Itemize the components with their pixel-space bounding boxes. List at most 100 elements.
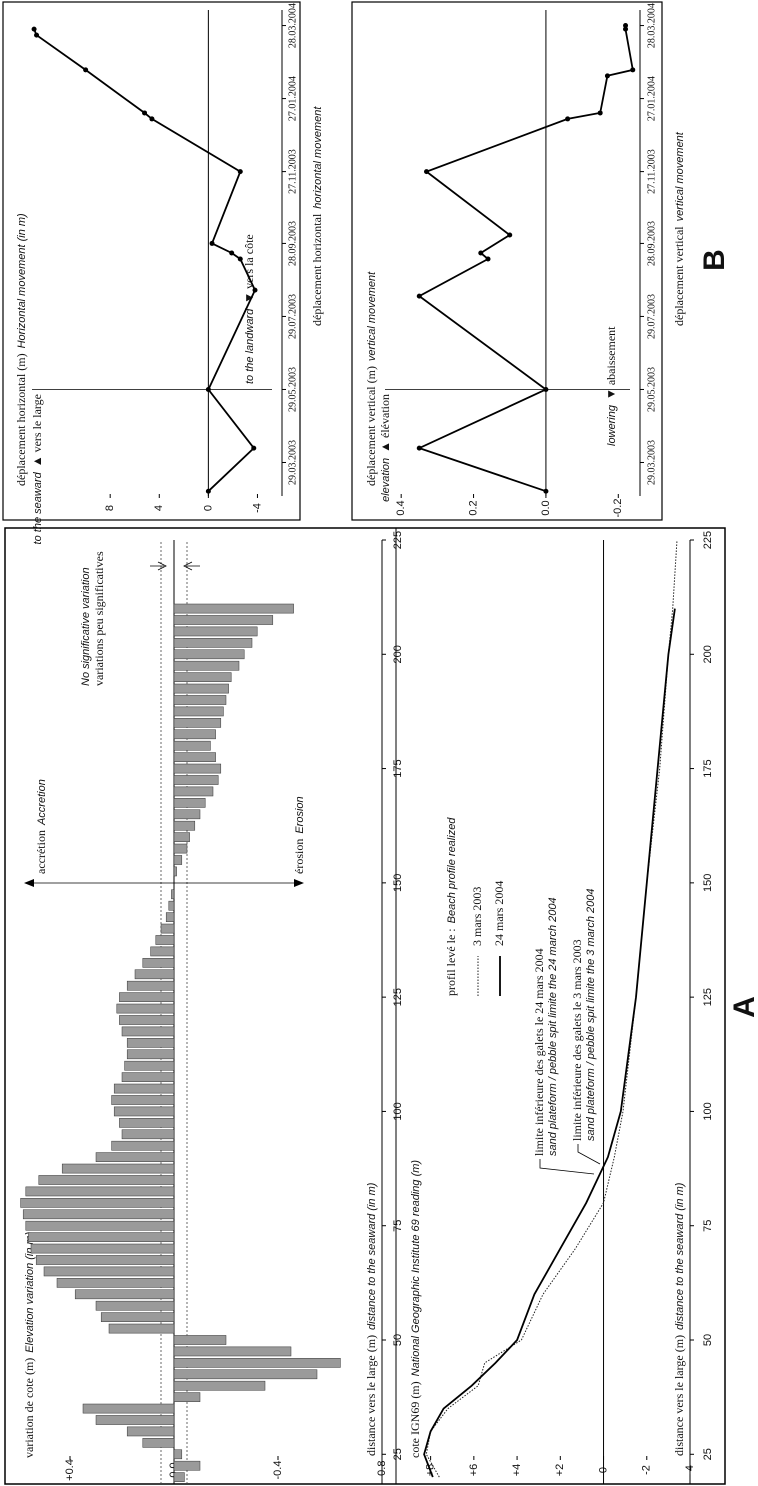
bar [28,1232,175,1242]
bar [142,958,175,968]
arrow-marker [150,561,200,571]
bar [173,672,232,682]
bar [121,1129,175,1140]
bar [113,1083,175,1094]
bar [173,866,177,877]
bar [173,832,190,842]
bar [173,786,214,797]
annotation-part: No significative variation [80,567,92,686]
series-line [416,25,634,493]
point [507,232,513,238]
series-line [425,539,678,1478]
point [142,110,148,116]
legend-title-part: profil levé le : [444,928,458,996]
bar [95,1415,175,1425]
y-tick-label: 8 [104,505,116,511]
bar [173,809,201,820]
bar [173,1472,185,1482]
x-tick-label: 50 [392,1334,404,1346]
bar [56,1278,175,1288]
point [83,67,89,73]
annotation-part: limite inférieure des galets le 24 mars … [532,948,546,1156]
x-tick-label: 29.03.2003 [646,440,657,485]
x-axis-label: distance vers le large (m) distance to th… [672,1182,686,1456]
bar [82,1403,175,1414]
bar [74,1289,175,1300]
x-tick-label: 75 [702,1220,714,1232]
x-tick-label: 225 [702,531,714,549]
point [623,26,629,32]
annotation: to the seaward ▲ vers le large [30,394,44,544]
panel-a-frame [4,527,726,1485]
bar [173,775,219,785]
y-axis-label-part: déplacement horizontal (m) [14,353,28,486]
x-tick-label: 28.09.2003 [646,221,657,266]
y-axis-label-part: variation de cote (m) [22,1358,36,1458]
y-tick-label: +6 [468,1464,480,1477]
bar [150,946,175,957]
bar [173,660,240,671]
x-tick-label: 29.07.2003 [287,294,298,339]
point [416,445,422,451]
bar [25,1186,175,1197]
y-axis-label-part: Horizontal movement (in m) [16,213,28,348]
bar [173,718,222,728]
bar [35,1255,175,1265]
bar [43,1266,175,1277]
x-tick-label: 50 [702,1334,714,1346]
y-tick-label: -0.4 [272,1461,284,1480]
y-tick-label: 4 [153,505,165,511]
legend-title: profil levé le : Beach profile realized [444,817,458,996]
annotation-part: accrétion [34,830,48,874]
panel-label: A [728,996,758,1018]
x-axis-label: distance vers le large (m) distance to th… [364,1182,378,1456]
x-tick-label: 125 [702,988,714,1006]
bar [95,1152,175,1162]
y-tick-label: 0.2 [467,500,479,515]
point [251,445,257,451]
x-tick-label: 150 [702,874,714,892]
bar [111,1095,175,1105]
bar [126,1049,175,1060]
annotation-part: limite inférieure des galets le 3 mars 2… [570,939,584,1141]
point [630,67,636,73]
x-tick-label: 175 [702,759,714,777]
annotation-part: Erosion [294,796,306,833]
bar [173,752,216,762]
y-tick-label: 0.4 [395,500,407,515]
annotation: No significative variation [80,567,92,686]
bar [173,615,274,625]
bar [119,992,175,1002]
bar [173,1346,292,1357]
x-tick-label: 29.05.2003 [646,367,657,412]
legend-label: 24 mars 2004 [492,881,506,946]
x-tick-label: 29.05.2003 [287,367,298,412]
bar [155,935,175,945]
bar [126,1038,175,1048]
series-line [423,608,676,1478]
bar [173,683,229,694]
bar [173,603,294,614]
x-tick-label: 150 [392,874,404,892]
x-axis-label-part: distance vers le large (m) [364,1335,378,1456]
bar [173,1369,318,1380]
x-tick-label: 27.11.2003 [287,149,298,194]
annotation-part: elevation [380,458,392,502]
x-axis-label-part: distance vers le large (m) [672,1335,686,1456]
bar [20,1198,175,1208]
point [229,250,235,256]
annotation-part: lowering [606,404,618,446]
y-axis-label-part: cote IGN69 (m) [408,1381,422,1458]
bar [173,1460,201,1471]
point [424,169,430,175]
point [604,73,610,79]
bar [22,1209,175,1220]
annotation: accrétion Accretion [34,779,48,874]
bar [173,706,224,717]
bar [25,1220,175,1231]
bar [171,889,175,900]
y-tick-label: +0.4 [64,1459,76,1481]
point [237,169,243,175]
bar [173,695,227,705]
bar [61,1163,175,1174]
